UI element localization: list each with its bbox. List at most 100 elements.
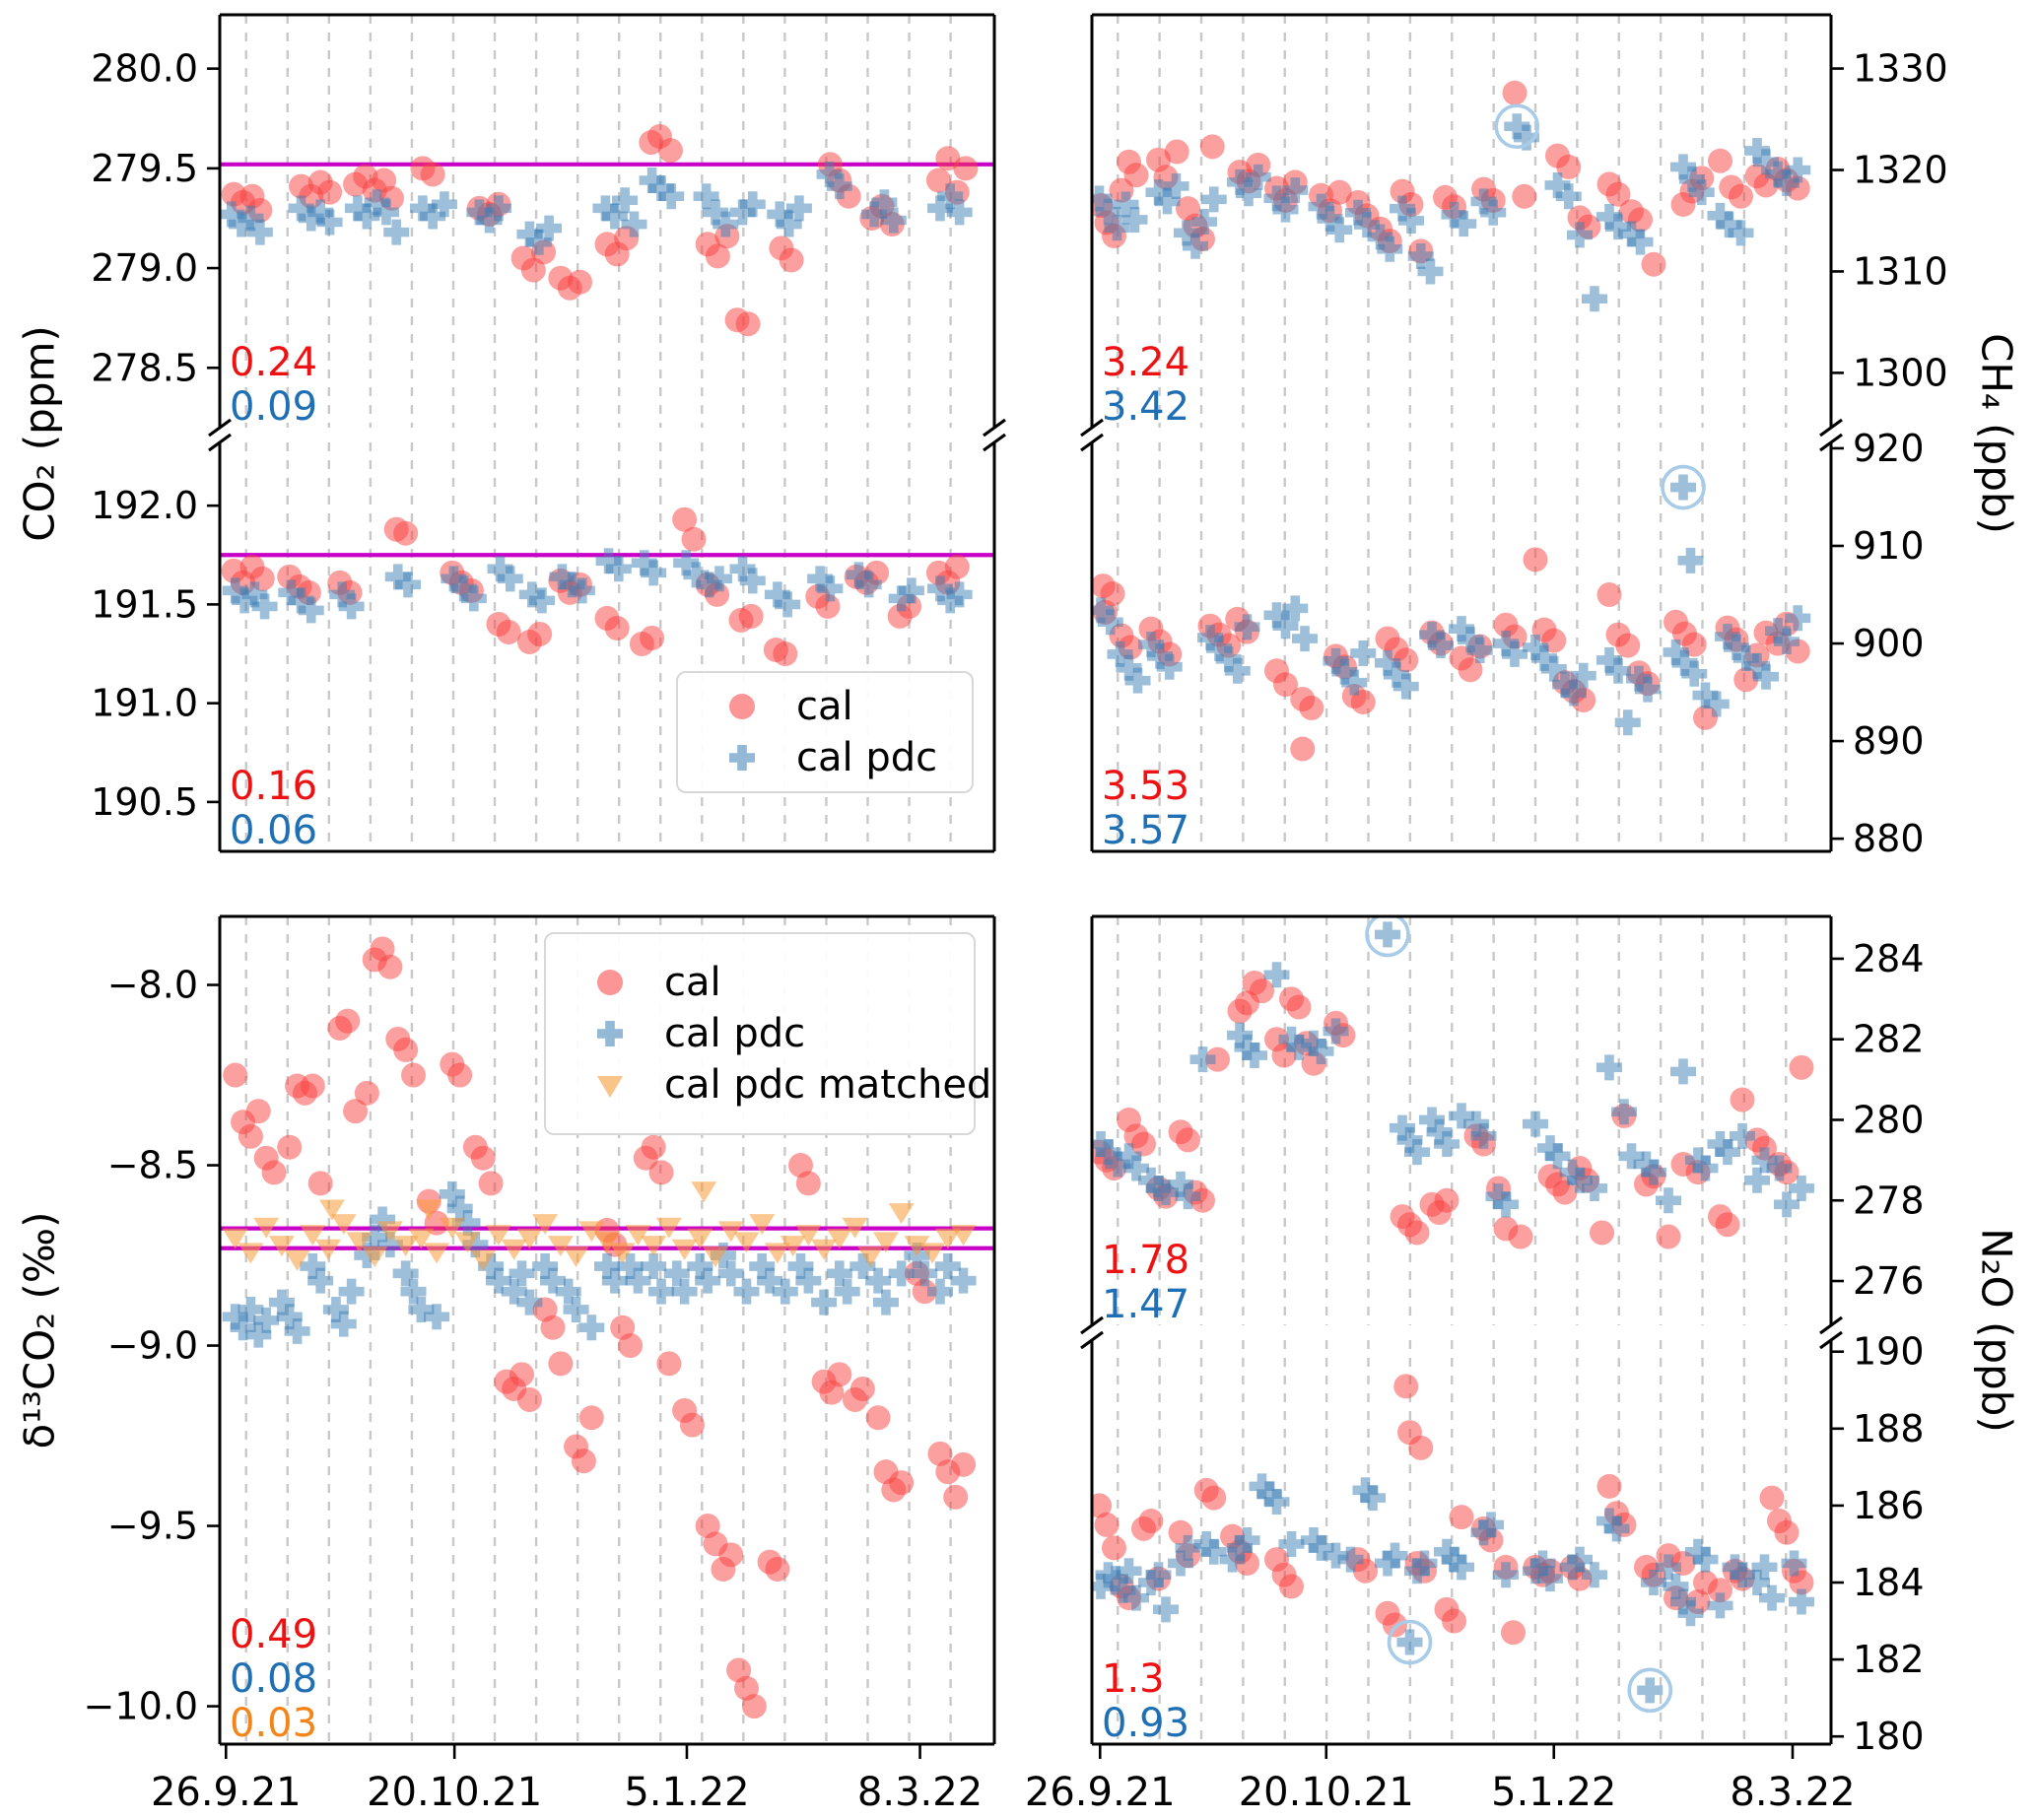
cal-pdc-matched-point <box>268 1236 295 1257</box>
cal-pdc-point <box>1688 179 1715 206</box>
cal-point <box>1286 994 1312 1020</box>
cal-point <box>1458 657 1483 683</box>
y-tick-label: 1310 <box>1853 249 1948 293</box>
cal-pdc-point <box>775 591 801 618</box>
cal-pdc-point <box>1470 1122 1497 1149</box>
cal-point <box>865 1405 891 1431</box>
cal-point <box>300 1073 325 1099</box>
cal-pdc-point <box>1618 221 1645 247</box>
data-points <box>222 936 977 1719</box>
cal-point <box>1502 80 1528 105</box>
cal-point <box>1605 181 1631 207</box>
cal-pdc-point <box>1272 196 1299 223</box>
cal-pdc-point <box>1728 220 1754 246</box>
cal-pdc-point <box>1168 1171 1193 1197</box>
cal-point <box>548 1351 574 1377</box>
cal-pdc-point <box>307 1267 334 1294</box>
cal-point <box>1091 1493 1112 1518</box>
cal-point <box>1615 633 1641 658</box>
cal-point <box>335 1008 361 1034</box>
cal-pdc-point <box>1396 1629 1423 1655</box>
cal-pdc-point <box>1493 1191 1519 1218</box>
cal-pdc-point <box>1753 149 1779 175</box>
cal-pdc-point <box>673 550 700 576</box>
cal-pdc-point <box>1382 1542 1408 1569</box>
cal-point <box>578 1405 604 1431</box>
cal-pdc-point <box>1156 653 1183 680</box>
cal-point <box>401 1062 426 1088</box>
cal-pdc-point <box>1323 647 1349 674</box>
axis-break-mark <box>983 433 1006 452</box>
cal-pdc-matched-point <box>376 1221 403 1243</box>
cal-point <box>1556 154 1582 179</box>
cal-pdc-point <box>1263 962 1290 988</box>
cal-pdc-point <box>1286 1034 1312 1060</box>
cal-pdc-point <box>683 562 710 588</box>
cal-pdc-point <box>549 564 576 590</box>
cal-pdc-point <box>1766 1155 1793 1181</box>
cal-pdc-matched-point <box>532 1214 559 1236</box>
cal-pdc-point <box>1480 199 1507 226</box>
legend-label: cal pdc <box>796 735 938 780</box>
x-tick-label: 8.3.22 <box>1730 1770 1855 1815</box>
cal-pdc-point <box>322 1296 349 1322</box>
cal-pdc-point <box>926 1278 953 1305</box>
cal-pdc-point <box>1567 1167 1593 1193</box>
cal-point <box>1138 1509 1164 1534</box>
subpanel-n2o-upper: 284 282 280 278 276 1.781.47 <box>1090 914 1925 1327</box>
cal-pdc-point <box>1147 642 1173 669</box>
cal-pdc-point <box>330 1311 357 1337</box>
cal-pdc-point <box>1537 1135 1563 1162</box>
y-tick-label: 280.0 <box>91 47 198 91</box>
cal-pdc-point <box>1390 1114 1415 1141</box>
cal-pdc-point <box>1679 166 1705 192</box>
cal-point <box>1523 547 1548 573</box>
cal-pdc-point <box>1441 1546 1467 1573</box>
axis-break-mark <box>1080 433 1104 452</box>
axis-break-mark <box>208 433 232 452</box>
cal-pdc-point <box>846 562 872 588</box>
cal-pdc-point <box>516 221 543 247</box>
cal-pdc-point <box>648 175 675 202</box>
cal-pdc-point <box>1245 164 1271 190</box>
cal-pdc-point <box>739 191 766 218</box>
cal-pdc-matched-point <box>687 1228 713 1249</box>
cal-pdc-point <box>1411 1550 1438 1577</box>
cal-pdc-point <box>1540 655 1567 682</box>
cal-pdc-point <box>601 1267 628 1294</box>
cal-pdc-point <box>950 1267 977 1294</box>
cal-pdc-point <box>384 564 411 590</box>
legend-co2: cal cal pdc <box>676 671 974 793</box>
cal-point <box>681 526 707 552</box>
cal-pdc-series <box>1091 113 1811 312</box>
cal-point <box>516 1386 542 1412</box>
cal-pdc-point <box>1744 1570 1770 1595</box>
cal-pdc-point <box>222 1304 248 1330</box>
cal-point <box>1279 1574 1304 1599</box>
cal-series <box>221 123 979 337</box>
cal-pdc-matched-point <box>253 1217 280 1239</box>
cal-pdc-matched-point <box>284 1249 310 1271</box>
cal-pdc-point <box>776 211 802 237</box>
stat-annotation: 3.24 <box>1102 340 1189 385</box>
cal-pdc-point <box>1392 673 1419 700</box>
cal-pdc-point <box>880 207 907 234</box>
cal-pdc-point <box>1765 161 1791 187</box>
cal-pdc-series <box>219 161 973 255</box>
cal-point <box>1708 148 1732 173</box>
cal-pdc-matched-point <box>416 1199 442 1221</box>
stat-annotation: 0.24 <box>230 340 317 385</box>
cal-pdc-point <box>1384 661 1409 688</box>
cal-pdc-point <box>1350 640 1377 666</box>
cal-pdc-point <box>1559 1554 1586 1581</box>
legend-d13co2: cal cal pdc cal pdc matched <box>544 932 991 1135</box>
cal-point <box>1131 1131 1156 1157</box>
cal-pdc-point <box>439 1180 465 1207</box>
cal-pdc-point <box>1200 186 1227 213</box>
stat-annotation: 3.53 <box>1102 764 1189 809</box>
cal-pdc-point <box>1138 1167 1164 1193</box>
cal-pdc-point <box>1263 185 1290 212</box>
stat-annotation: 0.49 <box>230 1612 317 1657</box>
cal-pdc-point <box>1091 597 1114 624</box>
cal-pdc-point <box>1341 669 1368 696</box>
